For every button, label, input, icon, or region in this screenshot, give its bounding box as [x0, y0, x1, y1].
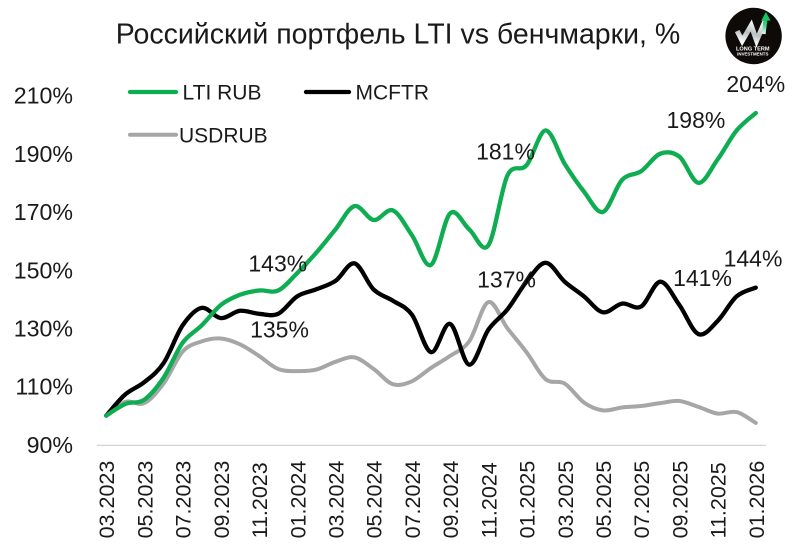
svg-text:144%: 144%	[724, 246, 783, 272]
svg-text:143%: 143%	[248, 251, 307, 277]
svg-text:190%: 190%	[14, 141, 73, 167]
svg-text:09.2023: 09.2023	[210, 461, 234, 539]
svg-text:137%: 137%	[477, 267, 536, 293]
svg-text:MCFTR: MCFTR	[356, 82, 429, 105]
svg-text:09.2025: 09.2025	[668, 461, 692, 539]
svg-text:170%: 170%	[14, 199, 73, 225]
svg-text:11.2023: 11.2023	[248, 462, 272, 538]
svg-text:07.2025: 07.2025	[630, 461, 654, 539]
svg-text:01.2025: 01.2025	[516, 461, 540, 539]
svg-text:198%: 198%	[666, 107, 725, 133]
svg-text:05.2025: 05.2025	[592, 461, 616, 539]
svg-text:09.2024: 09.2024	[439, 461, 463, 539]
svg-text:03.2023: 03.2023	[95, 461, 119, 539]
svg-text:130%: 130%	[14, 316, 73, 342]
svg-text:07.2024: 07.2024	[401, 461, 425, 539]
svg-text:01.2024: 01.2024	[286, 461, 310, 539]
svg-text:90%: 90%	[27, 432, 73, 458]
svg-text:135%: 135%	[250, 317, 309, 343]
svg-text:05.2023: 05.2023	[133, 461, 157, 539]
svg-text:03.2025: 03.2025	[554, 461, 578, 539]
svg-text:141%: 141%	[673, 265, 732, 291]
svg-text:USDRUB: USDRUB	[179, 124, 268, 147]
svg-text:07.2023: 07.2023	[172, 461, 196, 539]
svg-text:181%: 181%	[476, 139, 535, 165]
svg-text:01.2026: 01.2026	[745, 461, 769, 539]
svg-text:05.2024: 05.2024	[363, 461, 387, 539]
svg-text:210%: 210%	[14, 83, 73, 109]
svg-text:Российский портфель LTI vs бен: Российский портфель LTI vs бенчмарки, %	[116, 19, 680, 51]
svg-text:LONG TERM: LONG TERM	[736, 47, 770, 53]
svg-text:110%: 110%	[15, 374, 73, 400]
svg-text:204%: 204%	[726, 71, 785, 97]
svg-text:03.2024: 03.2024	[325, 461, 349, 539]
svg-text:11.2024: 11.2024	[477, 462, 501, 538]
svg-text:150%: 150%	[14, 257, 73, 283]
svg-text:INVESTMENTS: INVESTMENTS	[737, 52, 768, 57]
svg-text:LTI RUB: LTI RUB	[183, 82, 262, 105]
svg-text:11.2025: 11.2025	[707, 462, 731, 538]
